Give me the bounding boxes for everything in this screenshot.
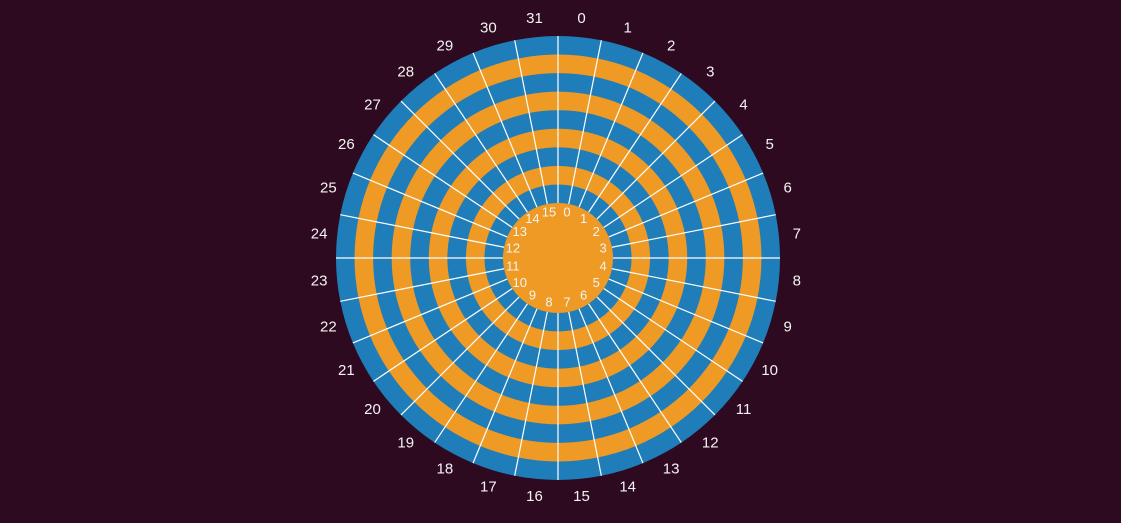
outer-label: 23 — [311, 272, 328, 289]
divider — [611, 214, 776, 248]
divider — [596, 100, 716, 220]
divider — [578, 52, 644, 208]
divider — [400, 100, 520, 220]
outer-label: 21 — [338, 362, 355, 379]
outer-label: 12 — [702, 434, 719, 451]
divider — [352, 278, 508, 344]
outer-label: 27 — [364, 97, 381, 114]
outer-label: 8 — [793, 272, 801, 289]
inner-label: 5 — [593, 275, 600, 290]
outer-label: 15 — [573, 488, 590, 505]
outer-label: 31 — [526, 10, 543, 27]
inner-label: 0 — [563, 204, 570, 219]
inner-label: 1 — [580, 211, 587, 226]
inner-label: 4 — [599, 258, 606, 273]
divider — [603, 134, 743, 228]
inner-label: 9 — [529, 288, 536, 303]
outer-label: 20 — [364, 401, 381, 418]
outer-label: 6 — [783, 179, 791, 196]
outer-label: 0 — [577, 10, 585, 27]
divider — [400, 296, 520, 416]
outer-label: 25 — [320, 179, 337, 196]
outer-label: 10 — [761, 362, 778, 379]
outer-label: 19 — [397, 434, 414, 451]
outer-label: 24 — [311, 225, 328, 242]
inner-label: 8 — [545, 295, 552, 310]
inner-label: 12 — [506, 240, 520, 255]
divider — [578, 308, 644, 464]
inner-label: 13 — [513, 224, 527, 239]
outer-label: 29 — [437, 37, 454, 54]
outer-label: 5 — [765, 136, 773, 153]
inner-label: 15 — [542, 204, 556, 219]
divider — [603, 288, 743, 382]
inner-label: 11 — [506, 258, 520, 273]
divider — [608, 278, 764, 344]
inner-label: 2 — [593, 224, 600, 239]
outer-label: 26 — [338, 136, 355, 153]
divider — [434, 303, 528, 443]
outer-label: 18 — [437, 461, 454, 478]
inner-label: 6 — [580, 288, 587, 303]
outer-label: 16 — [526, 488, 543, 505]
outer-label: 22 — [320, 319, 337, 336]
outer-label: 1 — [623, 19, 631, 36]
outer-label: 2 — [667, 37, 675, 54]
outer-label: 3 — [706, 63, 714, 80]
inner-label: 14 — [525, 211, 539, 226]
divider — [588, 303, 682, 443]
outer-label: 28 — [397, 63, 414, 80]
outer-label: 4 — [739, 97, 747, 114]
center-disk — [503, 203, 613, 313]
outer-label: 30 — [480, 19, 497, 36]
inner-label: 10 — [513, 275, 527, 290]
inner-label: 7 — [563, 295, 570, 310]
outer-label: 17 — [480, 479, 497, 496]
divider — [472, 308, 538, 464]
divider — [373, 288, 513, 382]
divider — [352, 172, 508, 238]
divider — [434, 73, 528, 213]
inner-label: 3 — [599, 240, 606, 255]
divider — [568, 40, 602, 205]
outer-label: 9 — [783, 319, 791, 336]
outer-label: 13 — [663, 461, 680, 478]
divider — [596, 296, 716, 416]
divider — [588, 73, 682, 213]
outer-label: 14 — [619, 479, 636, 496]
divider — [514, 311, 548, 476]
outer-label: 11 — [736, 401, 752, 418]
divider — [608, 172, 764, 238]
divider — [472, 52, 538, 208]
outer-label: 7 — [793, 225, 801, 242]
divider — [568, 311, 602, 476]
divider — [373, 134, 513, 228]
divider — [340, 214, 505, 248]
divider — [340, 268, 505, 302]
divider — [514, 40, 548, 205]
divider — [611, 268, 776, 302]
